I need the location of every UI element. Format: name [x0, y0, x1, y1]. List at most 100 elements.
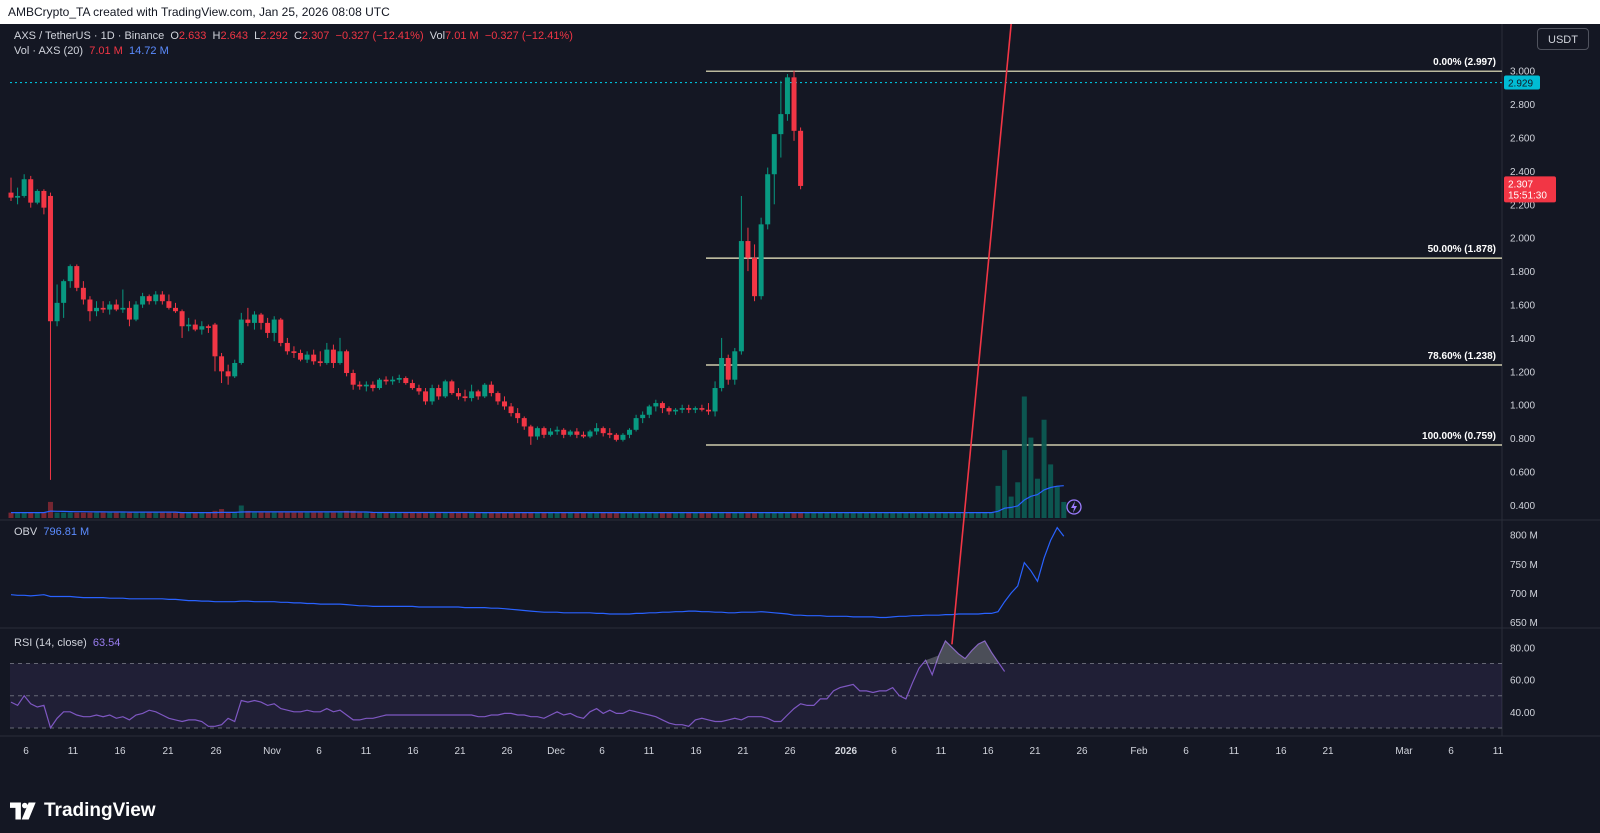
volume-legend: Vol · AXS (20) 7.01 M 14.72 M	[14, 45, 169, 57]
candle-body	[278, 319, 284, 343]
rsi-legend-label: RSI (14, close)	[14, 637, 87, 649]
volume-bar	[515, 512, 521, 518]
time-tick-label-26: 16	[1275, 746, 1287, 757]
candle-body	[376, 379, 382, 389]
volume-bar	[159, 512, 165, 518]
volume-bar	[732, 512, 738, 518]
candle-body	[469, 391, 475, 399]
obv-tick-label-0: 800 M	[1510, 531, 1538, 542]
obv-tick-label-1: 750 M	[1510, 560, 1538, 571]
candle-body	[126, 307, 132, 320]
candle-body	[659, 403, 665, 409]
volume-bar	[909, 512, 915, 518]
volume-bar	[521, 512, 527, 518]
volume-bar	[1048, 464, 1054, 518]
time-tick-label-9: 21	[454, 746, 466, 757]
volume-bar	[311, 512, 317, 518]
volume-bar	[666, 512, 672, 518]
obv-line	[10, 526, 1065, 619]
candle-body	[475, 391, 481, 397]
time-tick-label-27: 21	[1322, 746, 1334, 757]
volume-bar	[15, 512, 21, 518]
candle-body	[21, 179, 27, 196]
candle-body	[258, 314, 264, 323]
time-tick-label-6: 6	[316, 746, 322, 757]
candle-body	[225, 371, 231, 377]
time-tick-label-0: 6	[23, 746, 29, 757]
volume-bar	[627, 512, 633, 518]
volume-bar	[804, 512, 810, 518]
candle-body	[515, 413, 521, 419]
rsi-line	[10, 639, 1006, 730]
candle-body	[541, 428, 547, 435]
candle-body	[666, 408, 672, 412]
vol-value: 7.01 M	[445, 30, 479, 42]
volume-bar	[219, 509, 225, 518]
volume-bar	[725, 512, 731, 518]
volume-bar	[942, 512, 948, 518]
volume-bar	[574, 512, 580, 518]
close-label: C	[293, 30, 302, 42]
candle-body	[495, 393, 501, 402]
volume-bar	[956, 512, 962, 518]
vol-change-value: −0.327 (−12.41%)	[484, 30, 573, 42]
volume-bar	[1041, 419, 1047, 518]
volume-bar	[765, 512, 771, 518]
volume-bar	[883, 512, 889, 518]
candle-body	[482, 384, 488, 397]
high-label: H	[212, 30, 221, 42]
chart-canvas[interactable]: 0.00% (2.997) 50.00% (1.878) 78.60% (1.238…	[0, 24, 1600, 790]
volume-bar	[567, 512, 573, 518]
price-tick-label-2: 2.600	[1510, 133, 1535, 144]
time-tick-label-2: 16	[114, 746, 126, 757]
candle-body	[113, 304, 119, 310]
volume-bar	[100, 512, 106, 518]
volume-bar	[982, 512, 988, 518]
volume-bar	[692, 512, 698, 518]
currency-button[interactable]: USDT	[1537, 28, 1589, 50]
open-label: O	[170, 30, 179, 42]
obv-tick-label-2: 700 M	[1510, 589, 1538, 600]
candle-body	[61, 281, 67, 303]
candle-body	[390, 379, 396, 382]
candle-body	[758, 224, 764, 297]
candle-body	[607, 433, 613, 435]
price-tick-label-5: 2.000	[1510, 234, 1535, 245]
candle-body	[798, 130, 804, 186]
volume-bar	[107, 512, 113, 518]
volume-bar	[837, 512, 843, 518]
candle-body	[166, 301, 172, 308]
volume-bar	[251, 512, 257, 518]
candle-body	[238, 319, 244, 363]
candle-body	[265, 322, 271, 333]
volume-bar	[1054, 485, 1060, 518]
candle-body	[416, 388, 422, 392]
volume-bar	[640, 512, 646, 518]
volume-bar	[988, 512, 994, 518]
candle-body	[791, 77, 797, 131]
volume-bar	[140, 512, 146, 518]
price-tick-label-4: 2.200	[1510, 200, 1535, 211]
candle-body	[74, 266, 80, 288]
candle-body	[205, 326, 211, 328]
volume-bar	[146, 512, 152, 518]
volume-bar	[890, 512, 896, 518]
candle-body	[580, 434, 586, 437]
candle-body	[107, 304, 113, 310]
candle-body	[633, 418, 639, 430]
candle-body	[620, 434, 626, 440]
volume-bar	[1034, 478, 1040, 518]
volume-bar	[548, 512, 554, 518]
candle-body	[409, 383, 415, 389]
volume-bar	[469, 512, 475, 518]
candle-body	[554, 429, 560, 432]
candle-body	[488, 384, 494, 394]
volume-bar	[74, 512, 80, 518]
low-label: L	[254, 30, 261, 42]
volume-bar	[923, 512, 929, 518]
volume-bar	[699, 512, 705, 518]
candle-body	[350, 373, 356, 385]
candle-body	[94, 307, 100, 312]
volume-bar	[646, 512, 652, 518]
candle-body	[41, 190, 47, 208]
